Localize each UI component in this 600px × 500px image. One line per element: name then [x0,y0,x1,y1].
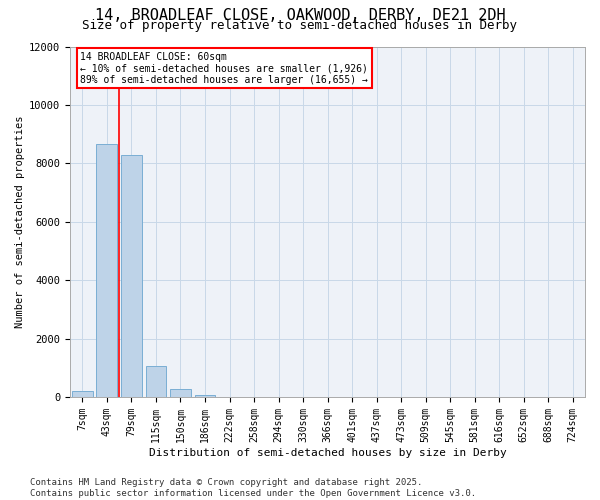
Text: Size of property relative to semi-detached houses in Derby: Size of property relative to semi-detach… [83,19,517,32]
Text: Contains HM Land Registry data © Crown copyright and database right 2025.
Contai: Contains HM Land Registry data © Crown c… [30,478,476,498]
Bar [72,391,93,397]
Y-axis label: Number of semi-detached properties: Number of semi-detached properties [15,116,25,328]
Text: 14 BROADLEAF CLOSE: 60sqm
← 10% of semi-detached houses are smaller (1,926)
89% : 14 BROADLEAF CLOSE: 60sqm ← 10% of semi-… [80,52,368,85]
Bar [170,389,191,397]
Bar [146,366,166,397]
Bar [194,395,215,397]
Text: 14, BROADLEAF CLOSE, OAKWOOD, DERBY, DE21 2DH: 14, BROADLEAF CLOSE, OAKWOOD, DERBY, DE2… [95,8,505,22]
Bar [121,154,142,397]
X-axis label: Distribution of semi-detached houses by size in Derby: Distribution of semi-detached houses by … [149,448,506,458]
Bar [97,144,118,397]
